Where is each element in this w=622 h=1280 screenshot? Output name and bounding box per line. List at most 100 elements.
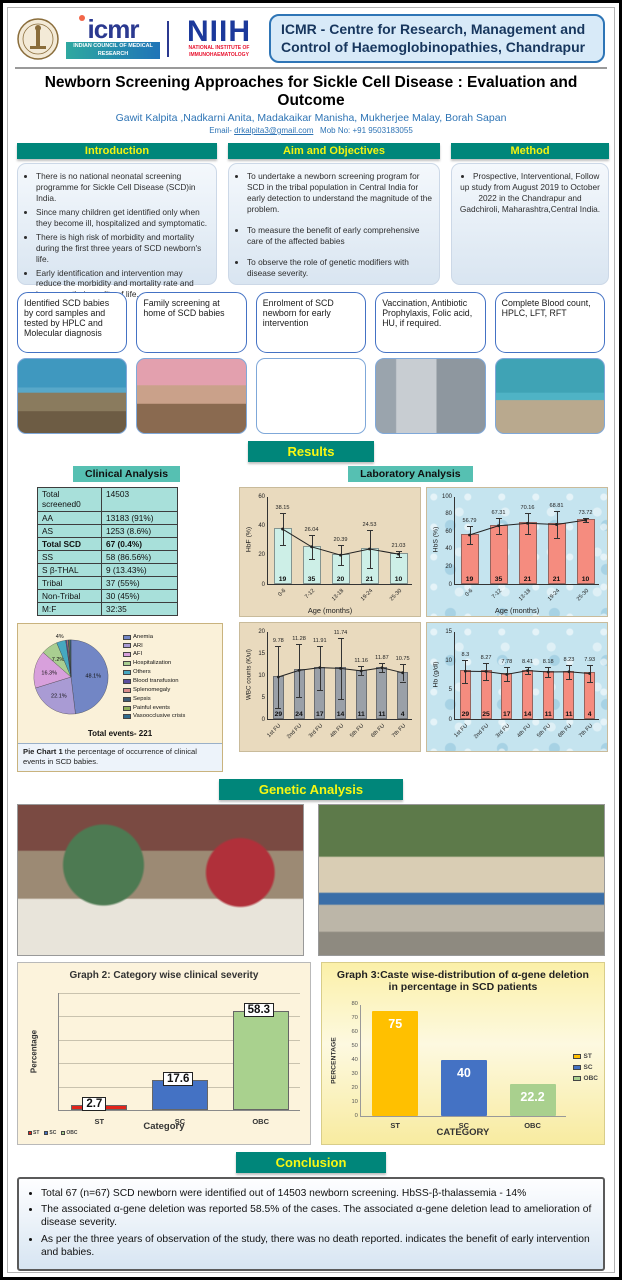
photo-home-screening-3: [255, 358, 367, 434]
bar-value-label: 40: [456, 1065, 471, 1080]
y-tick-label: 20: [258, 552, 265, 559]
error-bar-cap: [586, 682, 593, 684]
bar-n-label: 35: [494, 576, 503, 583]
error-bar-cap: [462, 659, 469, 661]
error-bar: [556, 511, 558, 538]
legend-swatch: [123, 678, 131, 684]
table-row: Total SCD 67 (0.4%): [37, 537, 178, 551]
plot-area: 0 10 20 30 40 50 60 70 80 75 ST 40 SC 22.2 OBC: [351, 1001, 566, 1130]
workflow-step: Vaccination, Antibiotic Prophylaxis, Fol…: [375, 292, 486, 353]
legend-label: SC: [49, 1129, 57, 1136]
y-tick-label: 15: [445, 628, 452, 635]
photo-home-screening-2: [136, 358, 247, 434]
error-bar-cap: [399, 663, 406, 665]
error-bar: [340, 544, 342, 566]
bar-value-label: 8.23: [563, 656, 575, 663]
x-tick-label: 6th FU: [370, 723, 387, 740]
pie-slice-label: 4%: [56, 634, 64, 640]
pie-svg: 48.1% 22.1% 16.3% 7.2% 4%: [33, 634, 109, 715]
error-bar: [568, 664, 570, 679]
bar: [372, 1010, 419, 1116]
x-tick-label: ST: [94, 1116, 105, 1126]
gridline: [59, 1016, 300, 1018]
bar-n-label: 11: [378, 711, 386, 718]
plot-area: 0 20 40 60 80 100 19 56.79 0-6 35 67.31 7-12 21 70.16…: [442, 494, 599, 602]
error-bar-cap: [337, 565, 344, 567]
photo-clinical-examination: [17, 803, 304, 956]
x-tick-label: 6th FU: [557, 723, 574, 740]
error-bar: [465, 659, 467, 684]
x-tick-label: OBC: [252, 1116, 269, 1126]
mobile-number: Mob No: +91 9503183055: [320, 126, 413, 135]
contact-line: Email- drkalpita3@gmail.com Mob No: +91 …: [15, 126, 607, 135]
header: icmr INDIAN COUNCIL OF MEDICAL RESEARCH …: [15, 12, 607, 69]
bar-value-label: 7.93: [584, 656, 596, 663]
laboratory-charts-grid: 0 20 40 60 19 38.15 0-6 35 26.04 7-12 20 20.39 13-18…: [239, 487, 608, 772]
bar-value-label: 9.78: [272, 638, 284, 645]
table-cell: 1253 (8.6%): [101, 524, 178, 538]
bar-n-label: 11: [565, 711, 573, 718]
bar-n-label: 21: [523, 576, 532, 583]
bar-value-label: 10.75: [395, 655, 410, 662]
clinical-analysis-table: Total screened0 14503 AA 13183 (91%) AS 1253 …: [37, 487, 178, 616]
section-headers-row: Introduction Aim and Objectives Method: [17, 143, 609, 159]
legend-item: SC: [44, 1130, 56, 1136]
photo-clinic-desk: [375, 358, 486, 434]
results-heading: Results: [247, 441, 375, 462]
error-bar-cap: [495, 517, 502, 519]
table-cell: 9 (13.43%): [101, 563, 178, 577]
poster-inner-frame: icmr INDIAN COUNCIL OF MEDICAL RESEARCH …: [7, 7, 615, 1273]
table-row: AS 1253 (8.6%): [37, 524, 178, 538]
graphs-row: Graph 2: Category wise clinical severity…: [17, 961, 605, 1145]
conclusion-band: Conclusion: [15, 1151, 607, 1173]
bar-value-label: 8.27: [480, 654, 492, 661]
x-tick-label: OBC: [524, 1120, 541, 1130]
error-bar-cap: [582, 521, 589, 523]
x-axis-title: Age (months): [307, 606, 353, 615]
pie-slice-label: 48.1%: [85, 674, 101, 680]
y-tick-label: 5: [261, 694, 265, 701]
clinical-analysis-heading: Clinical Analysis: [73, 466, 181, 482]
error-bar: [498, 517, 500, 534]
legend-swatch: [123, 652, 131, 658]
error-bar-cap: [553, 511, 560, 513]
error-bar: [282, 512, 284, 546]
x-tick-label: 3rd FU: [494, 723, 512, 740]
bar: [232, 1011, 289, 1110]
conclusion-heading: Conclusion: [235, 1151, 387, 1173]
legend-item: ARI: [123, 642, 185, 651]
error-bar: [369, 529, 371, 569]
bar-n-label: 11: [357, 711, 365, 718]
y-tick-label: 0: [261, 581, 265, 588]
y-axis-title: WBC counts (K/ul): [245, 649, 253, 700]
table-cell: 30 (45%): [101, 589, 178, 603]
bullet: To measure the benefit of early comprehe…: [247, 225, 432, 247]
bar: [509, 1084, 556, 1116]
legend-item: Others: [123, 668, 185, 677]
email-link[interactable]: drkalpita3@gmail.com: [234, 126, 314, 135]
logo-divider: [167, 20, 169, 57]
workflow-row: Identified SCD babies by cord samples an…: [17, 292, 605, 353]
table-row: Total screened0 14503: [37, 487, 178, 512]
error-bar: [299, 643, 301, 697]
y-tick-label: 10: [258, 672, 265, 679]
table-cell: AA: [37, 511, 102, 525]
error-bar-cap: [524, 533, 531, 535]
table-row: AA 13183 (91%): [37, 511, 178, 525]
bar-n-label: 19: [278, 576, 287, 583]
table-cell: SS: [37, 550, 102, 564]
x-tick-label: 4th FU: [515, 723, 532, 740]
bullet: There is no national neonatal screening …: [36, 171, 209, 204]
legend-swatch: [123, 705, 131, 711]
error-bar-cap: [524, 667, 531, 669]
legend-label: ARI: [133, 642, 143, 649]
error-bar-cap: [395, 551, 402, 553]
bar-value-label: 20.39: [333, 536, 348, 543]
error-bar-cap: [503, 681, 510, 683]
pie-slice-label: 22.1%: [51, 694, 67, 700]
y-tick-label: 50: [351, 1043, 358, 1049]
analysis-headers-row: Clinical Analysis Laboratory Analysis: [15, 466, 607, 482]
error-bar: [548, 666, 550, 678]
results-band: Results: [15, 441, 607, 462]
